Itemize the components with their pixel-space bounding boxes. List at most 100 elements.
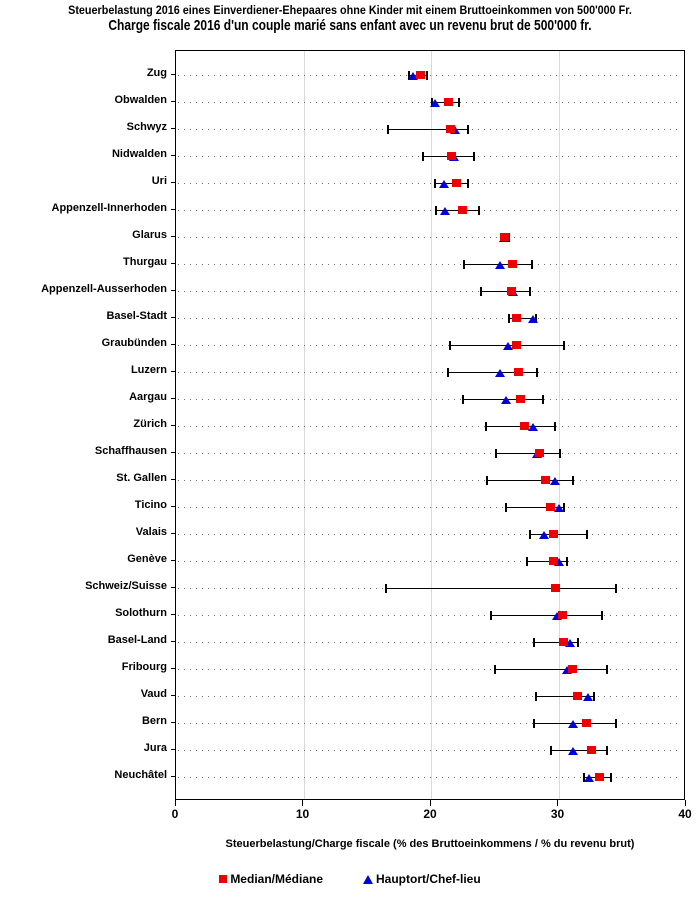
gridline-20	[431, 51, 432, 799]
range-max-cap	[576, 638, 579, 647]
y-axis-label: Valais	[135, 526, 167, 538]
range-min-cap	[446, 368, 449, 377]
row-dotted-line	[178, 696, 682, 697]
y-tick	[171, 749, 175, 750]
y-axis-label: St. Gallen	[116, 472, 167, 484]
range-min-cap	[534, 692, 537, 701]
x-tick-label: 20	[423, 807, 437, 821]
range-max-cap	[553, 422, 556, 431]
legend-label: Hauptort/Chef-lieu	[376, 872, 481, 886]
y-tick	[171, 128, 175, 129]
median-marker	[511, 341, 521, 349]
range-max-cap	[609, 773, 612, 782]
gridline-10	[303, 51, 305, 799]
range-max-cap	[605, 746, 608, 755]
capital-marker	[494, 369, 505, 377]
range-max-cap	[600, 611, 603, 620]
y-tick	[171, 614, 175, 615]
median-marker	[508, 260, 518, 268]
row-dotted-line	[178, 183, 682, 184]
range-min-cap	[507, 314, 510, 323]
capital-marker	[552, 612, 563, 620]
capital-marker	[584, 774, 595, 782]
capital-marker	[549, 477, 560, 485]
range-max-cap	[614, 719, 617, 728]
range-line	[508, 318, 536, 319]
y-tick	[171, 425, 175, 426]
range-min-cap	[533, 638, 536, 647]
row-dotted-line	[178, 723, 682, 724]
range-max-cap	[542, 395, 545, 404]
x-tick	[557, 800, 558, 806]
range-line	[386, 588, 616, 589]
y-axis-label: Appenzell-Ausserhoden	[41, 283, 167, 295]
x-tick	[174, 800, 176, 806]
row-dotted-line	[178, 318, 682, 319]
y-axis-label: Basel-Stadt	[106, 310, 167, 322]
range-min-cap	[525, 557, 528, 566]
range-min-cap	[486, 476, 489, 485]
x-tick	[684, 800, 686, 806]
row-dotted-line	[178, 534, 682, 535]
y-axis-label: Appenzell-Innerhoden	[51, 202, 168, 214]
y-axis-label: Luzern	[130, 364, 167, 376]
range-max-cap	[426, 71, 429, 80]
range-line	[534, 642, 578, 643]
range-min-cap	[422, 152, 425, 161]
median-marker	[548, 557, 558, 565]
y-axis-label: Schwyz	[126, 121, 167, 133]
range-line	[434, 183, 468, 184]
y-axis-label: Glarus	[132, 229, 167, 241]
median-marker	[568, 665, 578, 673]
y-axis-label: Basel-Land	[107, 634, 167, 646]
capital-marker	[582, 693, 593, 701]
y-axis-label: Solothurn	[115, 607, 167, 619]
capital-marker	[501, 396, 512, 404]
y-axis-label: Uri	[151, 175, 167, 187]
range-line	[387, 129, 468, 130]
y-axis-label: Vaud	[140, 688, 167, 700]
y-tick	[171, 263, 175, 264]
range-line	[550, 750, 607, 751]
y-tick	[171, 236, 175, 237]
row-dotted-line	[178, 264, 682, 265]
y-tick	[171, 506, 175, 507]
capital-marker	[450, 126, 461, 134]
row-dotted-line	[178, 615, 682, 616]
median-marker	[541, 476, 551, 484]
median-marker	[546, 503, 556, 511]
range-line	[487, 480, 573, 481]
row-dotted-line	[178, 480, 682, 481]
capital-marker	[408, 72, 419, 80]
y-tick	[171, 452, 175, 453]
range-max-cap	[466, 179, 469, 188]
y-tick	[171, 74, 175, 75]
range-line	[480, 291, 531, 292]
range-min-cap	[385, 584, 388, 593]
y-tick	[171, 479, 175, 480]
median-marker	[548, 530, 558, 538]
y-tick	[171, 641, 175, 642]
capital-marker	[539, 531, 550, 539]
range-min-cap	[583, 773, 585, 782]
median-marker	[582, 719, 592, 727]
median-marker	[506, 287, 516, 295]
range-max-cap	[593, 692, 596, 701]
range-min-cap	[493, 665, 496, 674]
y-axis-label: Genève	[127, 553, 167, 565]
y-tick	[171, 344, 175, 345]
capital-marker	[567, 720, 578, 728]
capital-marker	[553, 558, 564, 566]
range-min-cap	[449, 341, 452, 350]
row-dotted-line	[178, 399, 682, 400]
range-max-cap	[605, 665, 608, 674]
range-max-cap	[478, 206, 481, 215]
range-min-cap	[435, 206, 438, 215]
range-line	[436, 210, 480, 211]
x-axis-title: Steuerbelastung/Charge fiscale (% des Br…	[225, 838, 635, 850]
median-marker	[452, 179, 461, 187]
x-tick-label: 0	[171, 807, 179, 821]
y-tick	[171, 155, 175, 156]
range-min-cap	[461, 395, 464, 404]
range-min-cap	[505, 503, 508, 512]
